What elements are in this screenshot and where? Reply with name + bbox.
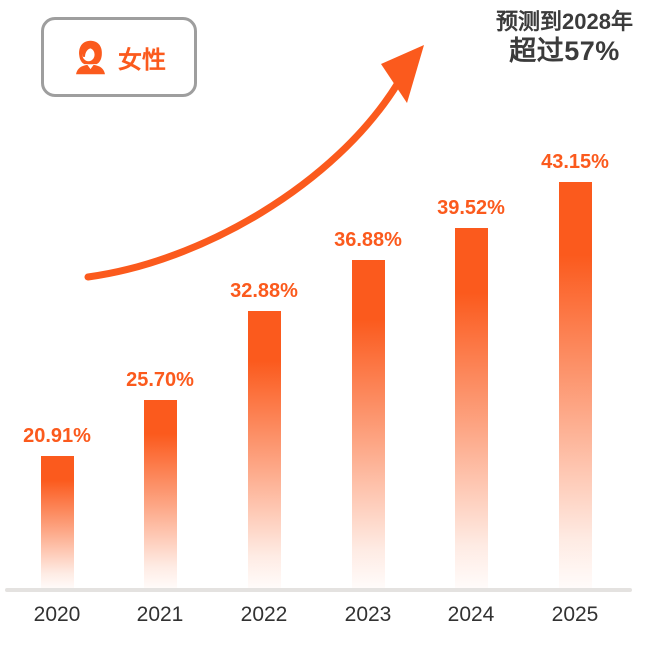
prediction-annotation: 预测到2028年 超过57% (496, 8, 633, 68)
x-tick-2020: 2020 (33, 603, 81, 626)
prediction-line2: 超过57% (509, 36, 620, 66)
x-axis-line (5, 588, 632, 592)
legend-card: 女性 (41, 17, 197, 97)
legend-label: 女性 (118, 46, 166, 74)
x-tick-2025: 2025 (551, 603, 599, 626)
value-label-2021: 25.70% (126, 369, 194, 391)
x-tick-2021: 2021 (136, 603, 184, 626)
x-tick-2022: 2022 (240, 603, 288, 626)
bar-2022 (247, 311, 281, 589)
x-tick-2023: 2023 (344, 603, 392, 626)
prediction-line1: 预测到2028年 (496, 9, 633, 34)
bar-2024 (454, 228, 488, 589)
value-label-2022: 32.88% (230, 280, 298, 302)
value-label-2025: 43.15% (541, 151, 609, 173)
x-tick-2024: 2024 (447, 603, 495, 626)
value-label-2024: 39.52% (437, 197, 505, 219)
value-label-2023: 36.88% (334, 229, 402, 251)
female-person-icon (76, 40, 105, 74)
bar-2025 (558, 182, 592, 589)
bar-2021 (143, 400, 177, 589)
value-label-2020: 20.91% (23, 425, 91, 447)
trend-arrow-head (381, 45, 424, 103)
bar-2023 (351, 260, 385, 589)
bar-2020 (40, 456, 74, 589)
